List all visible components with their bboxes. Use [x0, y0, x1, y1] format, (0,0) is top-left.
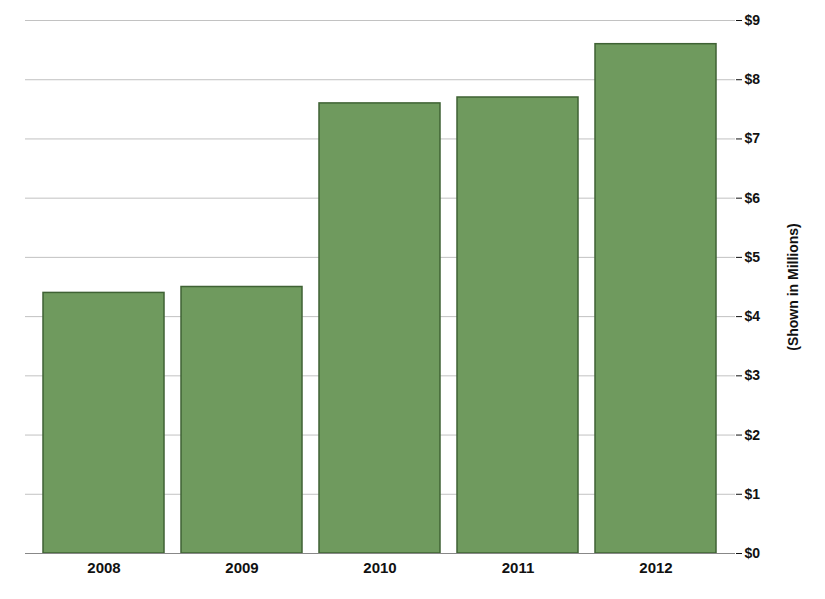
svg-text:(Shown in Millions): (Shown in Millions)	[785, 223, 801, 351]
svg-text:2010: 2010	[363, 559, 396, 576]
svg-text:$9: $9	[745, 12, 761, 28]
svg-text:2011: 2011	[502, 559, 535, 576]
svg-text:$7: $7	[745, 130, 761, 146]
svg-text:$3: $3	[745, 367, 761, 383]
svg-text:2009: 2009	[225, 559, 258, 576]
svg-text:$8: $8	[745, 71, 761, 87]
svg-text:$4: $4	[745, 308, 761, 324]
svg-text:$0: $0	[745, 545, 761, 561]
svg-text:2012: 2012	[639, 559, 672, 576]
svg-text:$5: $5	[745, 249, 761, 265]
svg-text:$2: $2	[745, 427, 761, 443]
svg-text:$6: $6	[745, 190, 761, 206]
svg-text:2008: 2008	[87, 559, 120, 576]
svg-text:$1: $1	[745, 486, 761, 502]
